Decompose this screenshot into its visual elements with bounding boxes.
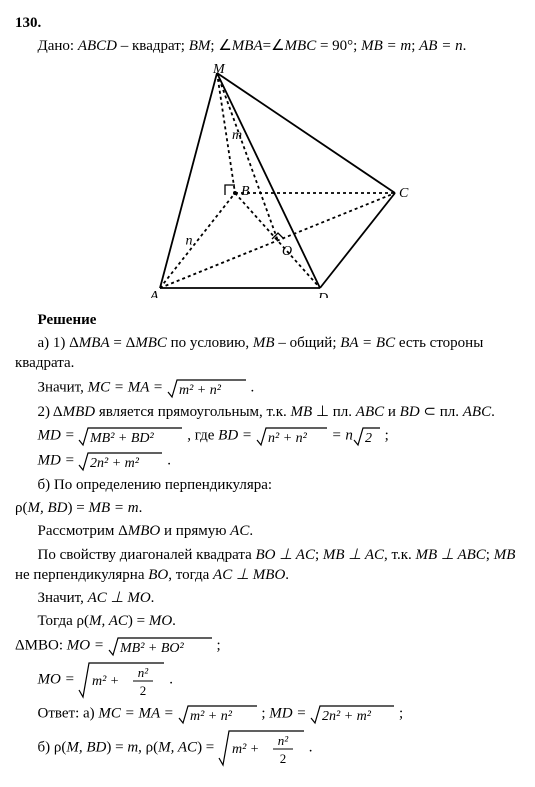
svg-text:n² + n²: n² + n² [268, 431, 308, 446]
svg-text:m² + n²: m² + n² [179, 383, 222, 398]
svg-text:m² +: m² + [92, 674, 119, 689]
svg-text:M: M [212, 63, 226, 77]
problem-number: 130. [15, 13, 520, 33]
line-b2: ρ(M, BD) = MB = m. [15, 498, 520, 518]
line-a2: Значит, MC = MA = m² + n² . [15, 377, 520, 399]
geometry-figure: A D C B M Om n [15, 63, 520, 304]
line-b7: ΔMBO: MO = MB² + BO² ; [15, 635, 520, 657]
svg-text:n²: n² [278, 733, 290, 748]
line-a1: а) 1) ΔMBA = ΔMBC по условию, MB – общий… [15, 333, 520, 374]
svg-text:O: O [282, 244, 292, 259]
line-b6: Тогда ρ(M, AC) = MO. [15, 611, 520, 631]
svg-text:2: 2 [280, 751, 287, 766]
svg-text:B: B [241, 184, 250, 199]
svg-text:A: A [149, 289, 159, 298]
answer-a: Ответ: а) MC = MA = m² + n² ; MD = 2n² +… [15, 703, 520, 725]
line-b4: По свойству диагоналей квадрата BO ⊥ AC;… [15, 545, 520, 586]
svg-text:C: C [399, 186, 409, 201]
line-a3: 2) ΔMBD является прямоугольным, т.к. MB … [15, 402, 520, 422]
line-b1: б) По определению перпендикуляра: [15, 475, 520, 495]
svg-text:2n² + m²: 2n² + m² [90, 456, 140, 471]
given-line: Дано: ABCD – квадрат; BM; ∠MBA=∠MBC = 90… [15, 36, 520, 56]
svg-text:m² + n²: m² + n² [190, 709, 233, 724]
svg-text:m: m [232, 128, 242, 143]
svg-text:MB² + BO²: MB² + BO² [119, 641, 185, 656]
svg-text:m² +: m² + [232, 742, 259, 757]
svg-text:2: 2 [365, 431, 372, 446]
svg-text:2: 2 [140, 683, 147, 698]
given-label: Дано: [38, 38, 78, 54]
svg-text:MB² + BD²: MB² + BD² [89, 431, 155, 446]
line-a4: MD = MB² + BD² , где BD = n² + n² = n2 ; [15, 425, 520, 447]
line-a5: MD = 2n² + m² . [15, 450, 520, 472]
svg-text:n: n [186, 233, 193, 248]
answer-b: б) ρ(M, BD) = m, ρ(M, AC) = m² + n²2 . [15, 728, 520, 768]
svg-text:D: D [317, 291, 328, 298]
line-b3: Рассмотрим ΔMBO и прямую AC. [15, 521, 520, 541]
solution-label: Решение [15, 310, 520, 330]
svg-text:2n² + m²: 2n² + m² [322, 709, 372, 724]
svg-text:n²: n² [138, 665, 150, 680]
line-b5: Значит, AC ⊥ MO. [15, 588, 520, 608]
line-b8: MO = m² + n²2 . [15, 660, 520, 700]
